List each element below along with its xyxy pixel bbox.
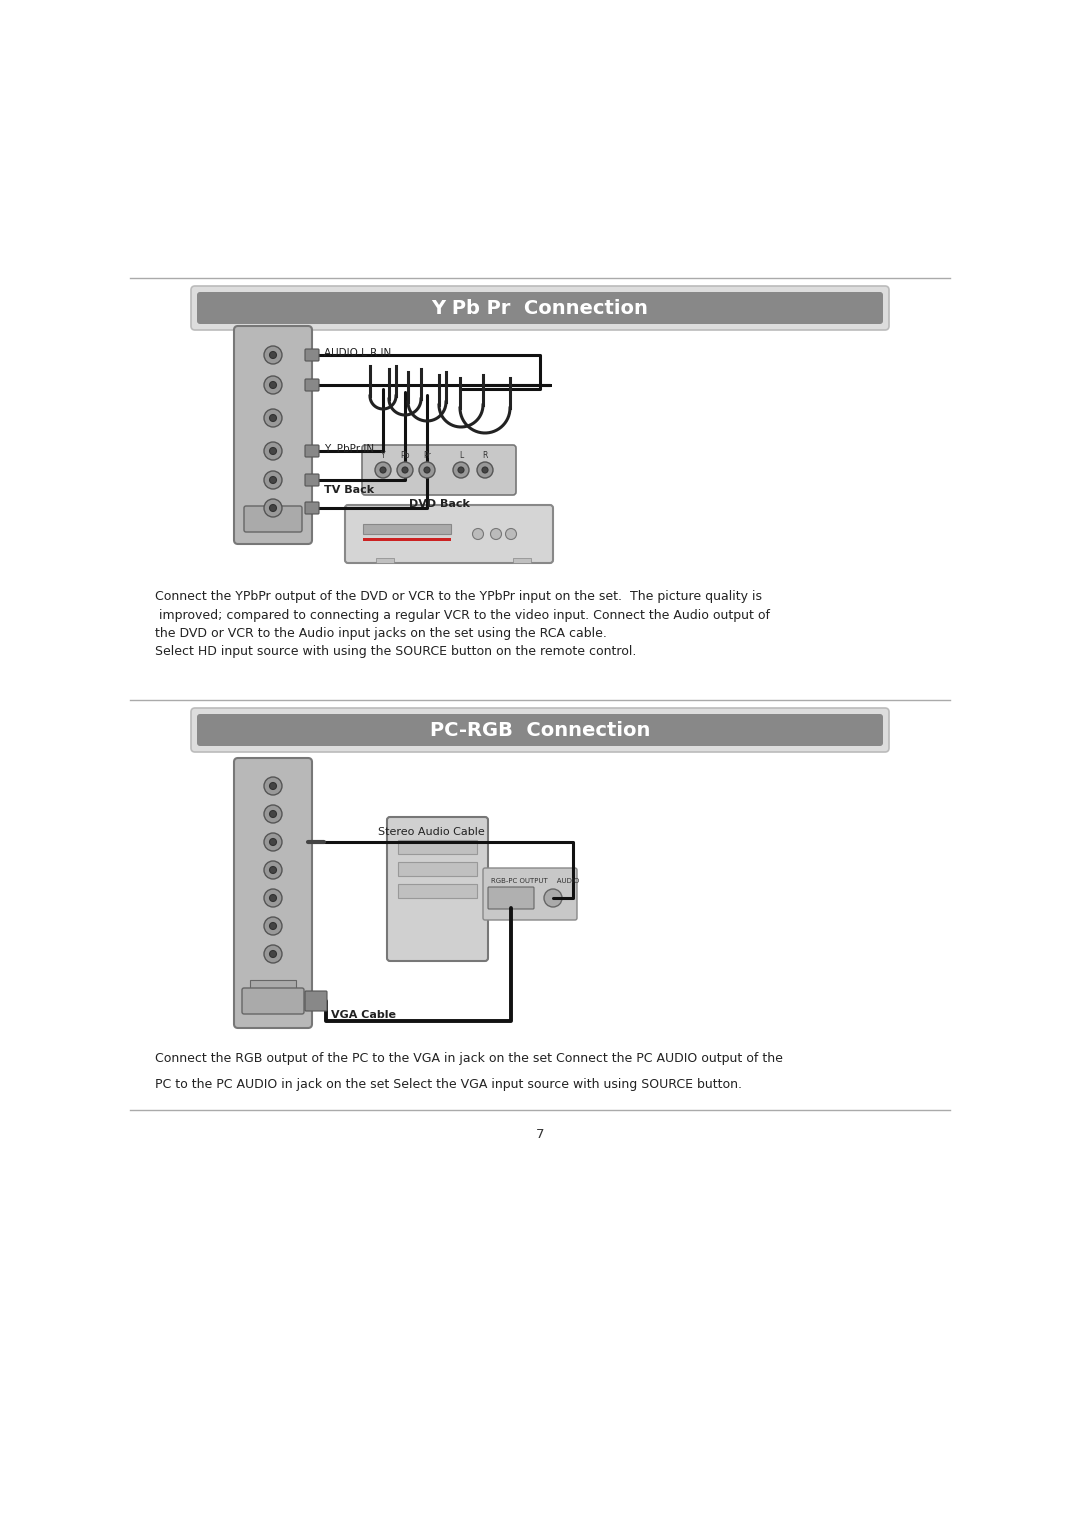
Circle shape xyxy=(264,777,282,796)
Text: AUDIO L R IN: AUDIO L R IN xyxy=(324,348,391,357)
Circle shape xyxy=(453,463,469,478)
Circle shape xyxy=(270,782,276,789)
Bar xyxy=(399,840,477,854)
Circle shape xyxy=(270,476,276,484)
Circle shape xyxy=(473,528,484,539)
Text: Stereo Audio Cable: Stereo Audio Cable xyxy=(378,828,485,837)
Bar xyxy=(249,980,296,994)
FancyBboxPatch shape xyxy=(191,709,889,751)
Circle shape xyxy=(270,382,276,388)
FancyBboxPatch shape xyxy=(305,444,319,457)
Text: L: L xyxy=(459,452,463,461)
Circle shape xyxy=(375,463,391,478)
Circle shape xyxy=(264,441,282,460)
Bar xyxy=(399,884,477,898)
Text: DVD Back: DVD Back xyxy=(408,499,470,508)
Circle shape xyxy=(270,950,276,957)
Circle shape xyxy=(264,347,282,363)
Text: PC to the PC AUDIO in jack on the set Select the VGA input source with using SOU: PC to the PC AUDIO in jack on the set Se… xyxy=(156,1078,742,1090)
Text: 7: 7 xyxy=(536,1128,544,1141)
FancyBboxPatch shape xyxy=(234,325,312,544)
Circle shape xyxy=(270,895,276,901)
FancyBboxPatch shape xyxy=(483,867,577,919)
Circle shape xyxy=(380,467,386,473)
Circle shape xyxy=(270,922,276,930)
FancyBboxPatch shape xyxy=(345,505,553,563)
Circle shape xyxy=(402,467,408,473)
Circle shape xyxy=(264,470,282,489)
FancyBboxPatch shape xyxy=(387,817,488,960)
Bar xyxy=(399,863,477,876)
Circle shape xyxy=(270,504,276,512)
Text: Connect the YPbPr output of the DVD or VCR to the YPbPr input on the set.  The p: Connect the YPbPr output of the DVD or V… xyxy=(156,589,770,658)
Text: Y Pb Pr  Connection: Y Pb Pr Connection xyxy=(432,298,648,318)
FancyBboxPatch shape xyxy=(197,292,883,324)
Text: PC-RGB  Connection: PC-RGB Connection xyxy=(430,721,650,739)
Text: Y: Y xyxy=(380,452,386,461)
FancyBboxPatch shape xyxy=(488,887,534,909)
Circle shape xyxy=(270,838,276,846)
Circle shape xyxy=(419,463,435,478)
FancyBboxPatch shape xyxy=(305,379,319,391)
FancyBboxPatch shape xyxy=(191,286,889,330)
Text: Pr: Pr xyxy=(423,452,431,461)
Circle shape xyxy=(270,811,276,817)
Circle shape xyxy=(424,467,430,473)
Circle shape xyxy=(505,528,516,539)
FancyBboxPatch shape xyxy=(244,505,302,531)
Circle shape xyxy=(477,463,492,478)
Circle shape xyxy=(270,414,276,421)
FancyBboxPatch shape xyxy=(362,444,516,495)
Text: Connect the RGB output of the PC to the VGA in jack on the set Connect the PC AU: Connect the RGB output of the PC to the … xyxy=(156,1052,783,1064)
Circle shape xyxy=(270,351,276,359)
FancyBboxPatch shape xyxy=(305,991,327,1011)
FancyBboxPatch shape xyxy=(234,757,312,1028)
Circle shape xyxy=(544,889,562,907)
Bar xyxy=(363,538,451,541)
Text: VGA Cable: VGA Cable xyxy=(330,1009,396,1020)
Circle shape xyxy=(264,834,282,851)
Circle shape xyxy=(264,805,282,823)
FancyBboxPatch shape xyxy=(242,988,303,1014)
Text: TV Back: TV Back xyxy=(324,486,374,495)
Text: R: R xyxy=(483,452,488,461)
Circle shape xyxy=(270,866,276,873)
Text: RGB-PC OUTPUT    AUDIO: RGB-PC OUTPUT AUDIO xyxy=(491,878,579,884)
FancyBboxPatch shape xyxy=(305,350,319,360)
Circle shape xyxy=(397,463,413,478)
FancyBboxPatch shape xyxy=(305,473,319,486)
Circle shape xyxy=(482,467,488,473)
Text: Pb: Pb xyxy=(401,452,409,461)
Circle shape xyxy=(264,861,282,880)
Circle shape xyxy=(490,528,501,539)
Circle shape xyxy=(264,889,282,907)
Circle shape xyxy=(264,409,282,428)
Circle shape xyxy=(264,918,282,935)
Circle shape xyxy=(270,447,276,455)
Circle shape xyxy=(264,945,282,964)
Circle shape xyxy=(458,467,464,473)
Circle shape xyxy=(264,376,282,394)
Bar xyxy=(376,557,394,563)
Circle shape xyxy=(264,499,282,518)
Bar xyxy=(513,557,531,563)
FancyBboxPatch shape xyxy=(197,715,883,747)
FancyBboxPatch shape xyxy=(305,502,319,515)
Bar xyxy=(363,524,451,534)
Text: Y  PbPr IN: Y PbPr IN xyxy=(324,444,374,454)
